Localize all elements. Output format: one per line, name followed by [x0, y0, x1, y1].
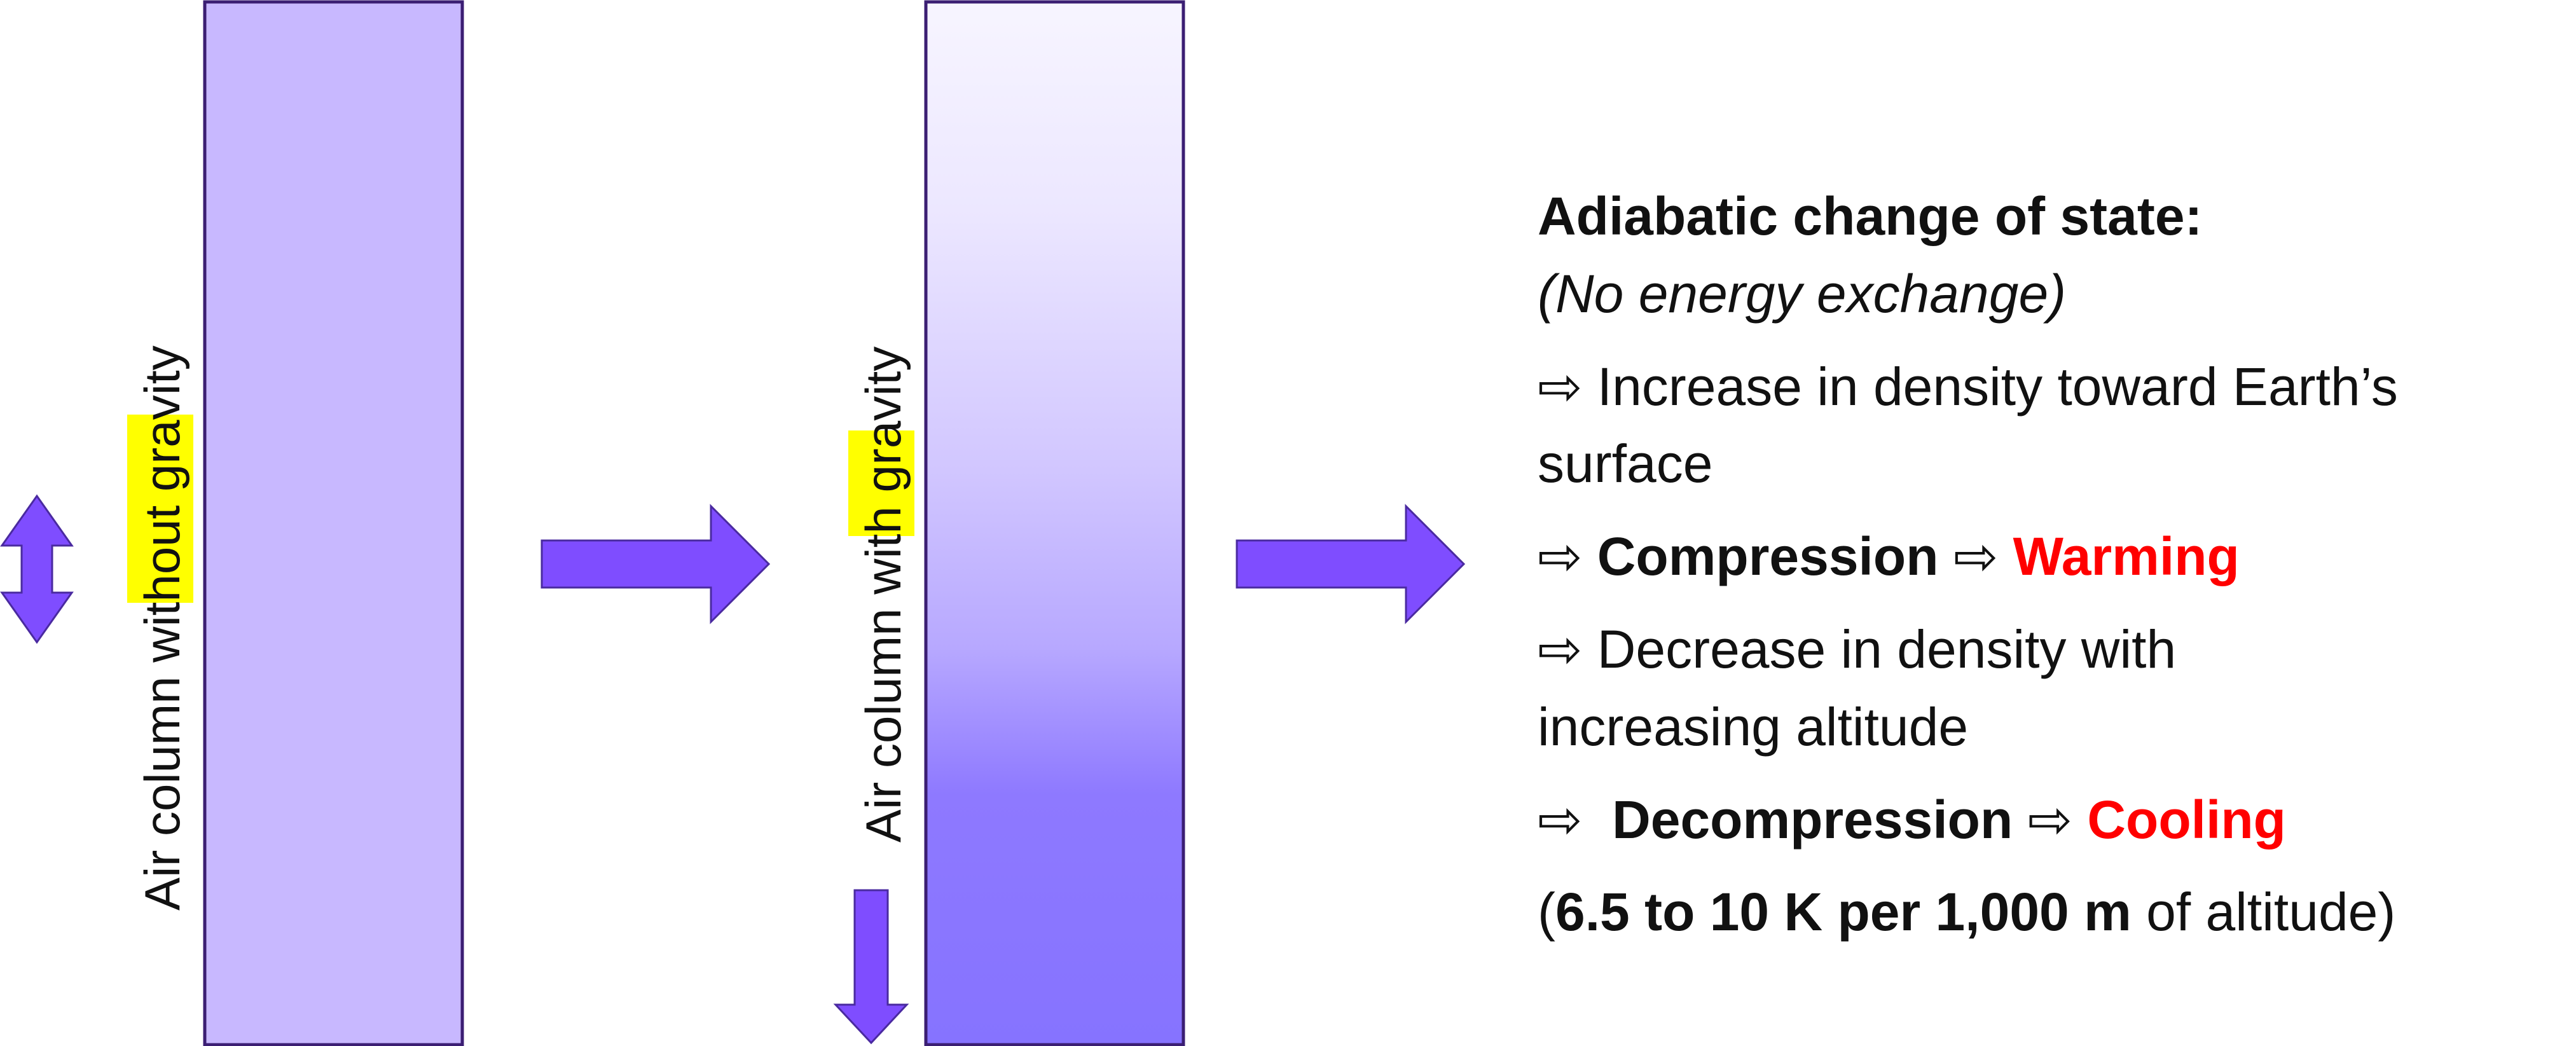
arrow-icon: ⇨	[1953, 526, 1999, 587]
subtitle: (No energy exchange)	[1538, 263, 2067, 324]
compression-label: Compression	[1597, 526, 1939, 587]
right-arrow-icon	[541, 504, 771, 624]
compression-line: ⇨ Compression ⇨ Warming	[1538, 518, 2574, 596]
increase-density-line-2: surface	[1538, 434, 1713, 494]
title: Adiabatic change of state:	[1538, 186, 2203, 246]
increase-density-line-1: ⇨ Increase in density toward Earth’s	[1538, 356, 2398, 416]
highlight-without	[127, 415, 193, 603]
cooling-label: Cooling	[2087, 789, 2286, 850]
air-column-with-gravity	[924, 0, 1185, 1046]
lapse-rate-value: 6.5 to 10 K per 1,000 m	[1555, 882, 2132, 942]
explanation-panel: Adiabatic change of state: (No energy ex…	[1538, 178, 2574, 951]
label-without-gravity: Air column without gravity	[134, 345, 190, 911]
arrow-icon: ⇨	[2027, 789, 2073, 850]
arrow-icon: ⇨	[1538, 356, 1583, 416]
arrow-icon: ⇨	[1538, 619, 1583, 679]
decrease-density-line-1: ⇨ Decrease in density with	[1538, 619, 2177, 679]
arrow-icon: ⇨	[1538, 789, 1583, 850]
label-with-gravity: Air column with gravity	[855, 347, 911, 843]
highlight-with	[848, 430, 914, 536]
right-arrow-icon	[1236, 504, 1466, 624]
decrease-density-line-2: increasing altitude	[1538, 696, 1969, 757]
decompression-label: Decompression	[1612, 789, 2013, 850]
warming-label: Warming	[2013, 526, 2240, 587]
air-column-without-gravity	[203, 0, 464, 1046]
label-without-gravity-group: Air column without gravity	[127, 345, 193, 911]
decompression-line: ⇨ Decompression ⇨ Cooling	[1538, 781, 2574, 859]
arrow-icon: ⇨	[1538, 526, 1583, 587]
gravity-down-arrow-icon	[833, 889, 909, 1045]
lapse-rate-line: (6.5 to 10 K per 1,000 m of altitude)	[1538, 882, 2396, 942]
double-arrow-icon	[0, 494, 74, 644]
label-with-gravity-group: Air column with gravity	[848, 347, 914, 843]
